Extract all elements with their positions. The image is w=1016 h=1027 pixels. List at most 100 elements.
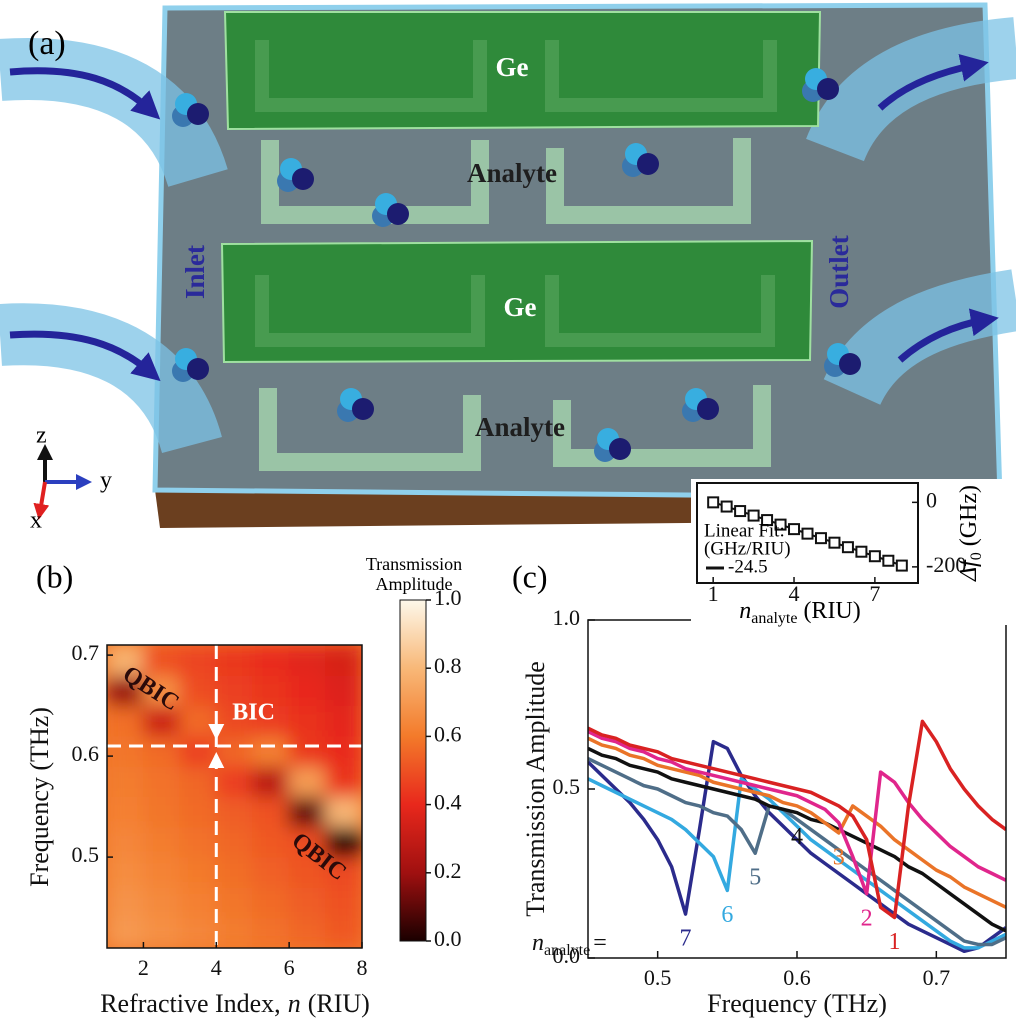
material-label: Ge [504, 292, 537, 322]
molecule-atom [839, 353, 861, 375]
spectrum-line [588, 738, 1006, 907]
data-point [789, 524, 799, 534]
heatmap-cell [325, 887, 362, 918]
y-axis-label: Frequency (THz) [25, 707, 54, 887]
x-axis-label: Refractive Index,n(RIU) [100, 989, 370, 1018]
heatmap-cell [107, 766, 144, 797]
heatmap-cell [107, 826, 144, 857]
x-axis-label-part: n [739, 598, 751, 624]
series-label: 4 [791, 824, 803, 850]
heatmap-cell [252, 917, 289, 948]
heatmap-cell [143, 796, 180, 827]
data-point [735, 506, 745, 516]
axis-label: y [100, 468, 112, 494]
x-tick-label: 1 [708, 581, 719, 606]
y-tick-label: 0.5 [72, 842, 100, 867]
heatmap-cell [216, 917, 253, 948]
data-point [749, 511, 759, 521]
x-tick-label: 4 [789, 581, 800, 606]
figure: z y x (a) Ge Ge Analyte Analyte Inlet Ou… [0, 0, 1016, 1027]
y-tick-label: 0.6 [72, 741, 100, 766]
tube [0, 334, 192, 445]
heatmap-cell [179, 766, 216, 797]
heatmap-cell [107, 705, 144, 736]
panel-label: (c) [512, 558, 548, 594]
x-axis-label-part: (RIU) [308, 989, 370, 1018]
x-tick-label: 6 [284, 955, 295, 980]
outlet-label: Outlet [824, 235, 854, 309]
n-label-part: = [593, 930, 607, 956]
heatmap-cell [107, 735, 144, 766]
molecule-atom [292, 168, 314, 190]
heatmap-cell [107, 796, 144, 827]
n-label: nanalyte= [532, 930, 607, 959]
heatmap-cell [289, 917, 326, 948]
heatmap-cell [216, 766, 253, 797]
data-point [829, 538, 839, 548]
data-point [897, 561, 907, 571]
heatmap-cell [325, 675, 362, 706]
data-point [816, 533, 826, 543]
heatmap-cell [216, 645, 253, 676]
heatmap-cell [216, 735, 253, 766]
heatmap-cell [289, 766, 326, 797]
heatmap-cell [107, 857, 144, 888]
colorbar [400, 600, 426, 941]
heatmap-cell [289, 735, 326, 766]
heatmap-cell [216, 857, 253, 888]
heatmap-cell [325, 705, 362, 736]
series-label: 7 [680, 926, 692, 952]
heatmap-cell [325, 735, 362, 766]
heatmap-cell [252, 887, 289, 918]
heatmap-cell [252, 826, 289, 857]
heatmap-cell [216, 887, 253, 918]
data-point [843, 542, 853, 552]
heatmap-cell [143, 766, 180, 797]
x-axis-label-part: (RIU) [803, 598, 860, 624]
x-axis-label: Frequency (THz) [707, 989, 887, 1018]
data-point [803, 529, 813, 539]
heatmap-cell [252, 735, 289, 766]
x-tick-label: 4 [211, 955, 222, 980]
heatmap-cell [252, 766, 289, 797]
heatmap-cell [179, 826, 216, 857]
x-tick-label: 2 [138, 955, 149, 980]
colorbar-title: Transmission [366, 554, 462, 574]
x-tick-label: 0.6 [783, 965, 811, 990]
heatmap-cell [179, 796, 216, 827]
x-axis-label-part: analyte [751, 610, 797, 627]
spectrum-line [588, 759, 1006, 945]
device-illustration: z y x (a) Ge Ge Analyte Analyte Inlet Ou… [0, 5, 1016, 534]
colorbar-tick-label: 0.4 [434, 790, 462, 815]
heatmap-cell [252, 796, 289, 827]
axis-label: z [36, 423, 47, 449]
x-tick-label: 0.5 [644, 965, 672, 990]
y-tick-label: 1.0 [553, 605, 581, 630]
x-axis-label-part: Refractive Index, [100, 989, 280, 1018]
data-point [856, 547, 866, 557]
page: z y x (a) Ge Ge Analyte Analyte Inlet Ou… [0, 0, 1016, 1027]
molecule-atom [609, 438, 631, 460]
heatmap-cell [289, 675, 326, 706]
n-label-part: n [532, 930, 544, 956]
molecule-atom [637, 153, 659, 175]
series-label: 5 [749, 865, 761, 891]
heatmap-cell [107, 887, 144, 918]
heatmap-cell [325, 796, 362, 827]
heatmap-cell [143, 917, 180, 948]
y-axis-label-part: 0 [968, 552, 985, 560]
heatmap-cell [179, 857, 216, 888]
panel-label: (a) [28, 25, 66, 62]
y-axis-label: Δf0(GHz) [956, 485, 985, 582]
molecule-atom [697, 398, 719, 420]
colorbar-title: Amplitude [376, 574, 453, 594]
data-point [870, 551, 880, 561]
series-label: 6 [721, 902, 733, 928]
heatmap-cell [179, 917, 216, 948]
heatmap-cell [289, 645, 326, 676]
data-point [708, 497, 718, 507]
heatmap-cell [179, 705, 216, 736]
channel-label: Analyte [475, 412, 565, 442]
y-axis-label-part: (GHz) [956, 485, 982, 546]
